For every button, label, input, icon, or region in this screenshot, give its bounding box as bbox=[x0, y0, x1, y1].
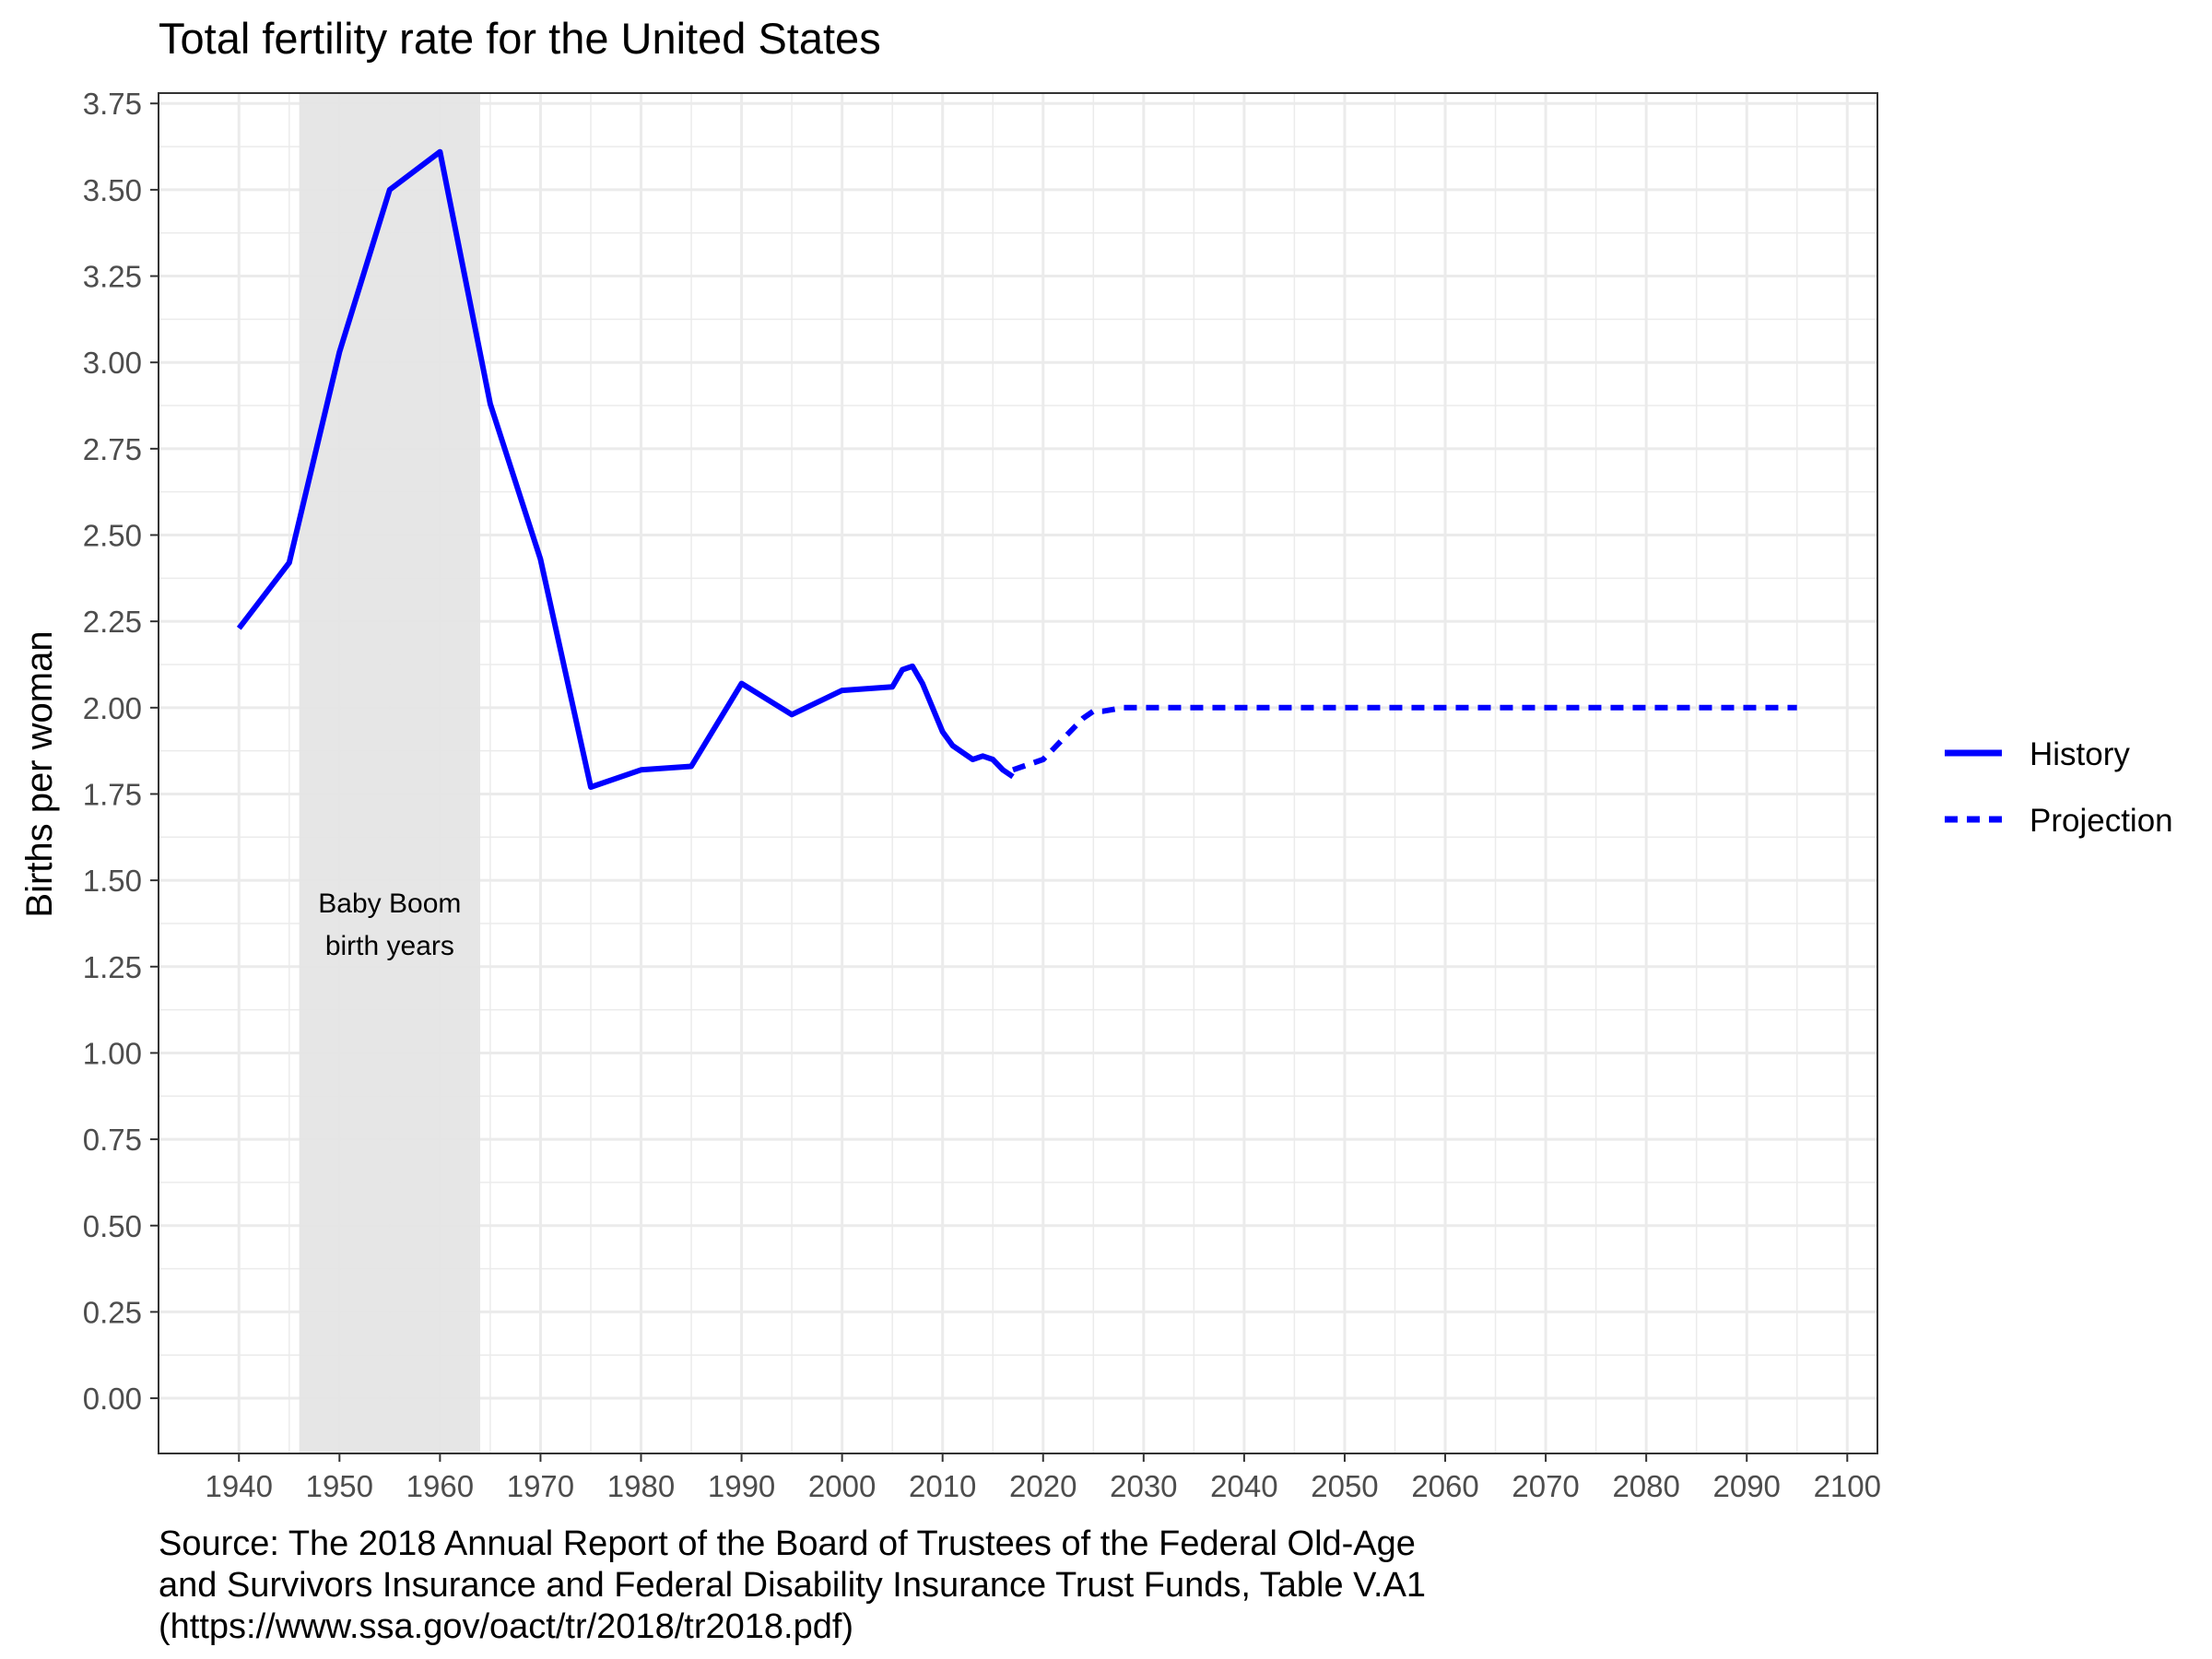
x-tick-label: 1990 bbox=[708, 1469, 775, 1503]
series-line-history bbox=[236, 148, 1015, 790]
legend-history-label: History bbox=[2030, 736, 2130, 772]
y-tick-label: 1.00 bbox=[83, 1036, 142, 1070]
x-tick-label: 1970 bbox=[507, 1469, 574, 1503]
plot-border bbox=[158, 92, 1878, 1454]
y-tick-label: 3.00 bbox=[83, 346, 142, 380]
plot-panel: Baby Boom birth years 1940 1950 1960 1970 1980… bbox=[83, 87, 1881, 1503]
x-tick-label: 1980 bbox=[607, 1469, 675, 1503]
caption-line-3: (https://www.ssa.gov/oact/tr/2018/tr2018… bbox=[159, 1607, 853, 1646]
y-tick-label: 1.75 bbox=[83, 777, 142, 811]
x-tick-label: 2090 bbox=[1713, 1469, 1781, 1503]
x-tick-label: 2080 bbox=[1612, 1469, 1679, 1503]
baby-boom-label-line: birth years bbox=[325, 931, 454, 961]
x-tick-label: 2020 bbox=[1009, 1469, 1077, 1503]
series-line-projection bbox=[1012, 704, 1797, 773]
caption-line-2: and Survivors Insurance and Federal Disa… bbox=[159, 1566, 1426, 1605]
y-tick-label: 3.25 bbox=[83, 260, 142, 294]
y-tick-label: 0.00 bbox=[83, 1382, 142, 1416]
x-tick-label: 1950 bbox=[306, 1469, 373, 1503]
chart-title: Total fertility rate for the United Stat… bbox=[159, 14, 881, 63]
y-tick-label: 2.50 bbox=[83, 519, 142, 553]
legend-projection-label: Projection bbox=[2030, 803, 2173, 839]
caption-line-1: Source: The 2018 Annual Report of the Bo… bbox=[159, 1524, 1416, 1563]
y-tick-label: 0.50 bbox=[83, 1209, 142, 1243]
x-tick-label: 2070 bbox=[1512, 1469, 1579, 1503]
x-tick-label: 2050 bbox=[1311, 1469, 1378, 1503]
x-tick-label: 1940 bbox=[206, 1469, 273, 1503]
x-tick-label: 2030 bbox=[1110, 1469, 1177, 1503]
y-tick-label: 0.75 bbox=[83, 1123, 142, 1157]
x-tick-label: 2010 bbox=[909, 1469, 976, 1503]
y-tick-label: 2.00 bbox=[83, 691, 142, 725]
x-tick-label: 2000 bbox=[808, 1469, 876, 1503]
caption: Source: The 2018 Annual Report of the Bo… bbox=[159, 1524, 1426, 1646]
y-tick-label: 1.50 bbox=[83, 864, 142, 898]
y-tick-label: 0.25 bbox=[83, 1295, 142, 1329]
y-tick-label: 3.75 bbox=[83, 87, 142, 121]
y-axis-label: Births per woman bbox=[19, 630, 60, 917]
y-tick-label: 3.50 bbox=[83, 173, 142, 207]
baby-boom-label-line: Baby Boom bbox=[318, 888, 461, 919]
y-tick-label: 1.25 bbox=[83, 950, 142, 984]
y-tick-label: 2.75 bbox=[83, 432, 142, 466]
y-tick-label: 2.25 bbox=[83, 605, 142, 639]
legend: History Projection bbox=[1945, 736, 2173, 839]
x-tick-label: 2060 bbox=[1411, 1469, 1478, 1503]
x-tick-label: 2100 bbox=[1814, 1469, 1881, 1503]
x-tick-label: 2040 bbox=[1210, 1469, 1277, 1503]
baby-boom-shaded-region bbox=[299, 93, 481, 1453]
x-tick-label: 1960 bbox=[406, 1469, 474, 1503]
